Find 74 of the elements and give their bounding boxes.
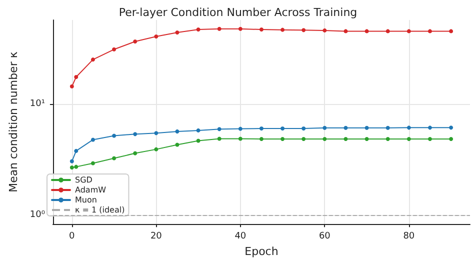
point [406, 29, 411, 34]
point [428, 126, 432, 130]
point [322, 137, 327, 142]
point [364, 137, 369, 142]
point [386, 29, 390, 34]
y-axis-title: Mean condition number κ [7, 51, 20, 192]
point [70, 84, 74, 88]
x-tick-label: 60 [318, 232, 331, 242]
y-tick-label: 10¹ [30, 98, 46, 109]
point [449, 137, 454, 142]
point [238, 136, 242, 141]
point [196, 28, 200, 32]
point [90, 161, 95, 166]
point [175, 142, 180, 147]
point [386, 137, 390, 142]
point [449, 126, 454, 130]
point [90, 138, 95, 142]
point [344, 29, 348, 34]
point [175, 30, 180, 34]
point [112, 47, 116, 52]
point [133, 40, 138, 44]
x-tick-label: 0 [69, 232, 76, 242]
point [302, 28, 306, 32]
point [364, 29, 369, 34]
x-axis-title: Epoch [244, 245, 278, 258]
point [364, 126, 369, 130]
chart-title: Per-layer Condition Number Across Training [118, 6, 358, 19]
point [280, 137, 285, 142]
point [280, 126, 285, 130]
point [449, 29, 454, 34]
legend-label: AdamW [75, 186, 106, 194]
point [217, 26, 222, 31]
point [154, 147, 158, 152]
point [196, 128, 200, 132]
ref-line-label: κ = 1 (ideal) [75, 206, 125, 214]
point [428, 29, 432, 34]
x-tick-label: 20 [150, 232, 162, 242]
point [280, 28, 285, 32]
point [74, 148, 78, 153]
point [154, 34, 158, 38]
legend-label: SGD [75, 176, 92, 184]
point [344, 137, 348, 142]
y-tick-label: 10⁰ [30, 210, 46, 220]
point [302, 126, 306, 130]
point [196, 138, 200, 143]
point [322, 126, 327, 130]
point [386, 126, 390, 130]
point [406, 126, 411, 130]
point [238, 26, 242, 31]
point [133, 151, 138, 156]
point [74, 74, 78, 79]
point [112, 134, 116, 138]
point [154, 131, 158, 136]
point [175, 129, 180, 134]
point [74, 164, 78, 169]
x-tick-label: 80 [403, 232, 415, 242]
point [133, 132, 138, 136]
point [70, 159, 74, 164]
point [217, 136, 222, 141]
point [259, 126, 264, 130]
legend-label: Muon [75, 196, 97, 204]
point [406, 137, 411, 142]
point [344, 126, 348, 130]
x-tick-label: 40 [234, 232, 246, 242]
point [428, 137, 432, 142]
point [259, 137, 264, 142]
point [302, 137, 306, 142]
point [259, 28, 264, 32]
point [70, 166, 74, 170]
point [322, 28, 327, 32]
point [90, 58, 95, 62]
point [238, 126, 242, 131]
point [112, 156, 116, 160]
point [217, 127, 222, 132]
